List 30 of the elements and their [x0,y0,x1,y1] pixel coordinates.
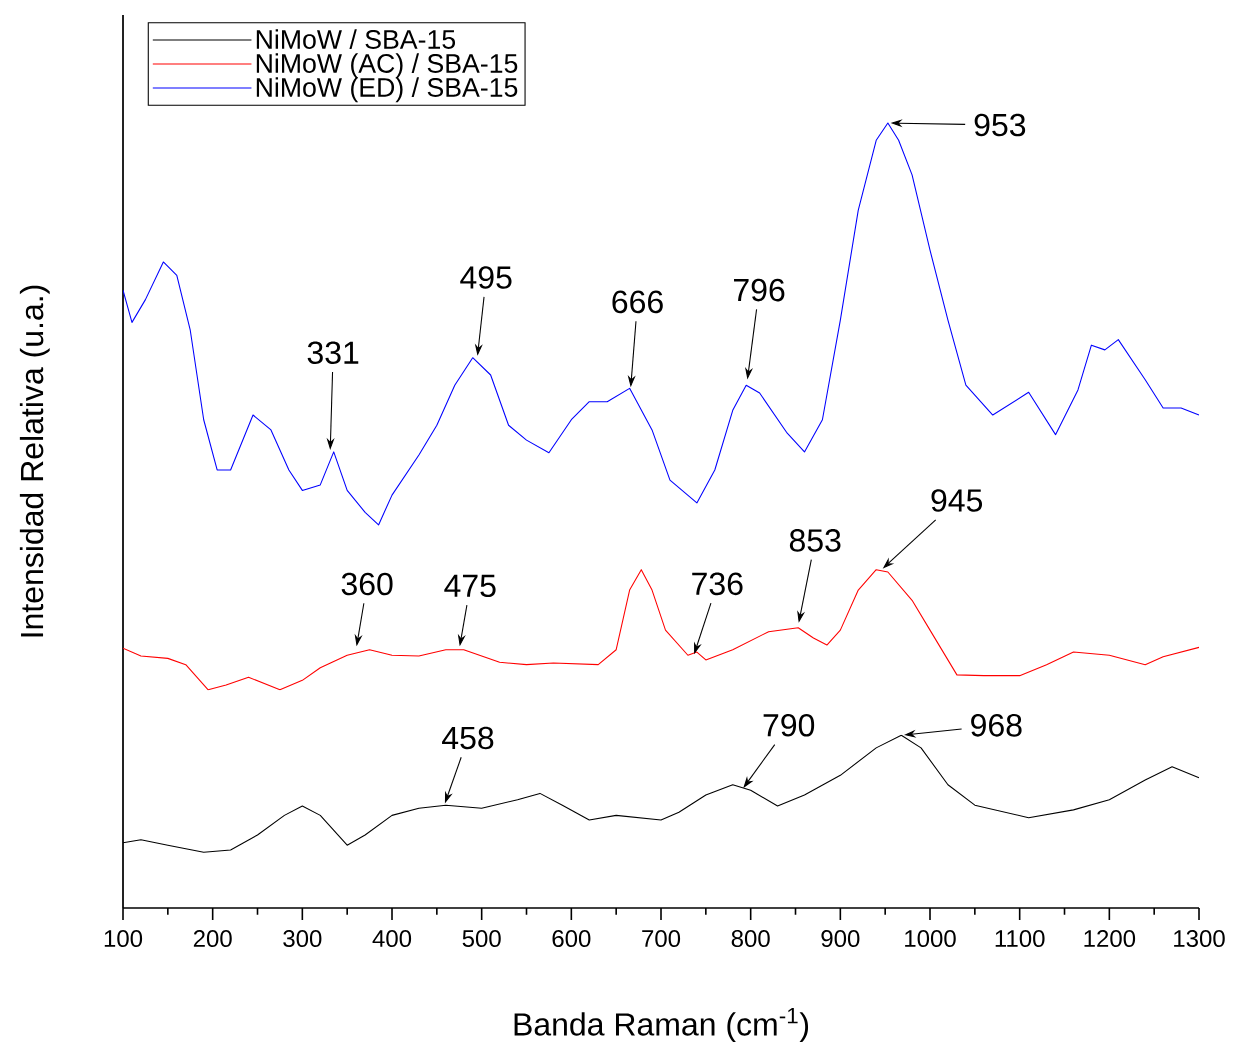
x-tick-label: 1000 [905,930,956,948]
legend-label: NiMoW / SBA-15 [256,29,456,49]
y-axis-title: Intensidad Relativa (u.a.) [19,285,50,637]
annotation: 796 [734,278,785,302]
x-tick-label: 100 [104,930,143,948]
annotation: 853 [789,529,841,552]
x-tick-label: 1100 [995,930,1045,948]
x-tick-label: 700 [642,930,681,948]
x-axis-title: Banda Raman (cm$^{-1}$) [514,1007,809,1043]
x-tick-label: 500 [462,930,501,948]
annotation: 360 [341,572,393,596]
annotation: 458 [442,726,494,750]
x-tick-label: 1200 [1084,930,1136,948]
x-tick-label: 300 [283,930,322,948]
annotation: 736 [692,572,743,596]
annotation: 945 [931,489,983,512]
annotation: 968 [971,713,1022,737]
x-tick-label: 600 [552,930,591,948]
x-tick-label: 800 [731,930,770,948]
x-tick-label: 400 [372,930,412,948]
annotation: 953 [974,113,1026,137]
annotation: 475 [444,574,496,598]
legend-label: NiMoW (ED) / SBA-15 [256,77,518,103]
x-tick-label: 200 [193,930,232,948]
annotation: 495 [460,266,512,289]
annotation: 666 [612,290,663,314]
x-tick-label: 900 [821,930,860,948]
x-tick-label: 1300 [1174,930,1225,948]
annotation: 331 [307,341,359,365]
annotation: 790 [763,713,815,737]
